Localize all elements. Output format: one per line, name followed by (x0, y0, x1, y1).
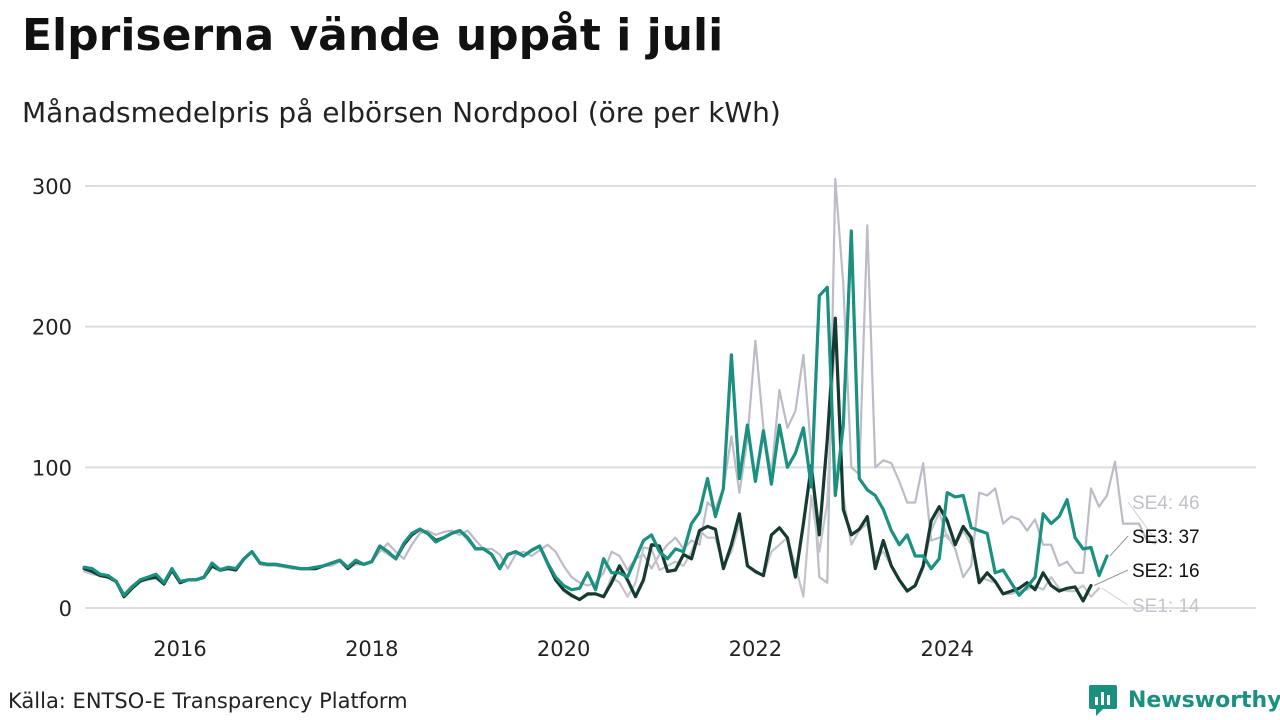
end-label-se2: SE2: 16 (1132, 561, 1200, 582)
leader-line-se1 (1101, 587, 1129, 606)
y-tick-label: 0 (59, 597, 72, 621)
newsworthy-logo-icon (1089, 685, 1117, 716)
x-axis-ticks: 2016 2018 2020 2022 2024 (153, 637, 974, 661)
y-tick-label: 200 (32, 316, 72, 340)
chart-title: Elpriserna vände uppåt i juli (22, 10, 724, 61)
x-tick-label: 2020 (537, 637, 590, 661)
leader-line-se2 (1093, 569, 1129, 586)
leader-line-se3 (1109, 535, 1129, 557)
series-lines (82, 177, 1157, 603)
chart-subtitle: Månadsmedelpris på elbörsen Nordpool (ör… (22, 96, 781, 129)
source-note: Källa: ENTSO-E Transparency Platform (8, 689, 408, 713)
series-end-labels: SE4: 46 SE1: 14 SE2: 16 SE3: 37 (1093, 493, 1200, 617)
end-label-se4: SE4: 46 (1132, 493, 1200, 514)
x-tick-label: 2018 (345, 637, 398, 661)
end-label-se3: SE3: 37 (1132, 527, 1200, 548)
x-tick-label: 2016 (153, 637, 206, 661)
grid-lines (85, 185, 1256, 609)
y-axis-ticks: 0 100 200 300 (32, 175, 72, 621)
brand-name: Newsworthy (1128, 687, 1280, 713)
series-line-se4 (82, 177, 1157, 596)
x-tick-label: 2024 (920, 637, 973, 661)
leader-line-se4 (1127, 501, 1159, 544)
y-tick-label: 300 (32, 175, 72, 199)
x-tick-label: 2022 (729, 637, 782, 661)
series-line-se1 (82, 325, 1101, 601)
brand-logo: Newsworthy (1088, 683, 1280, 717)
end-label-se1: SE1: 14 (1132, 596, 1200, 617)
series-line-se3 (82, 229, 1109, 597)
y-tick-label: 100 (32, 456, 72, 480)
